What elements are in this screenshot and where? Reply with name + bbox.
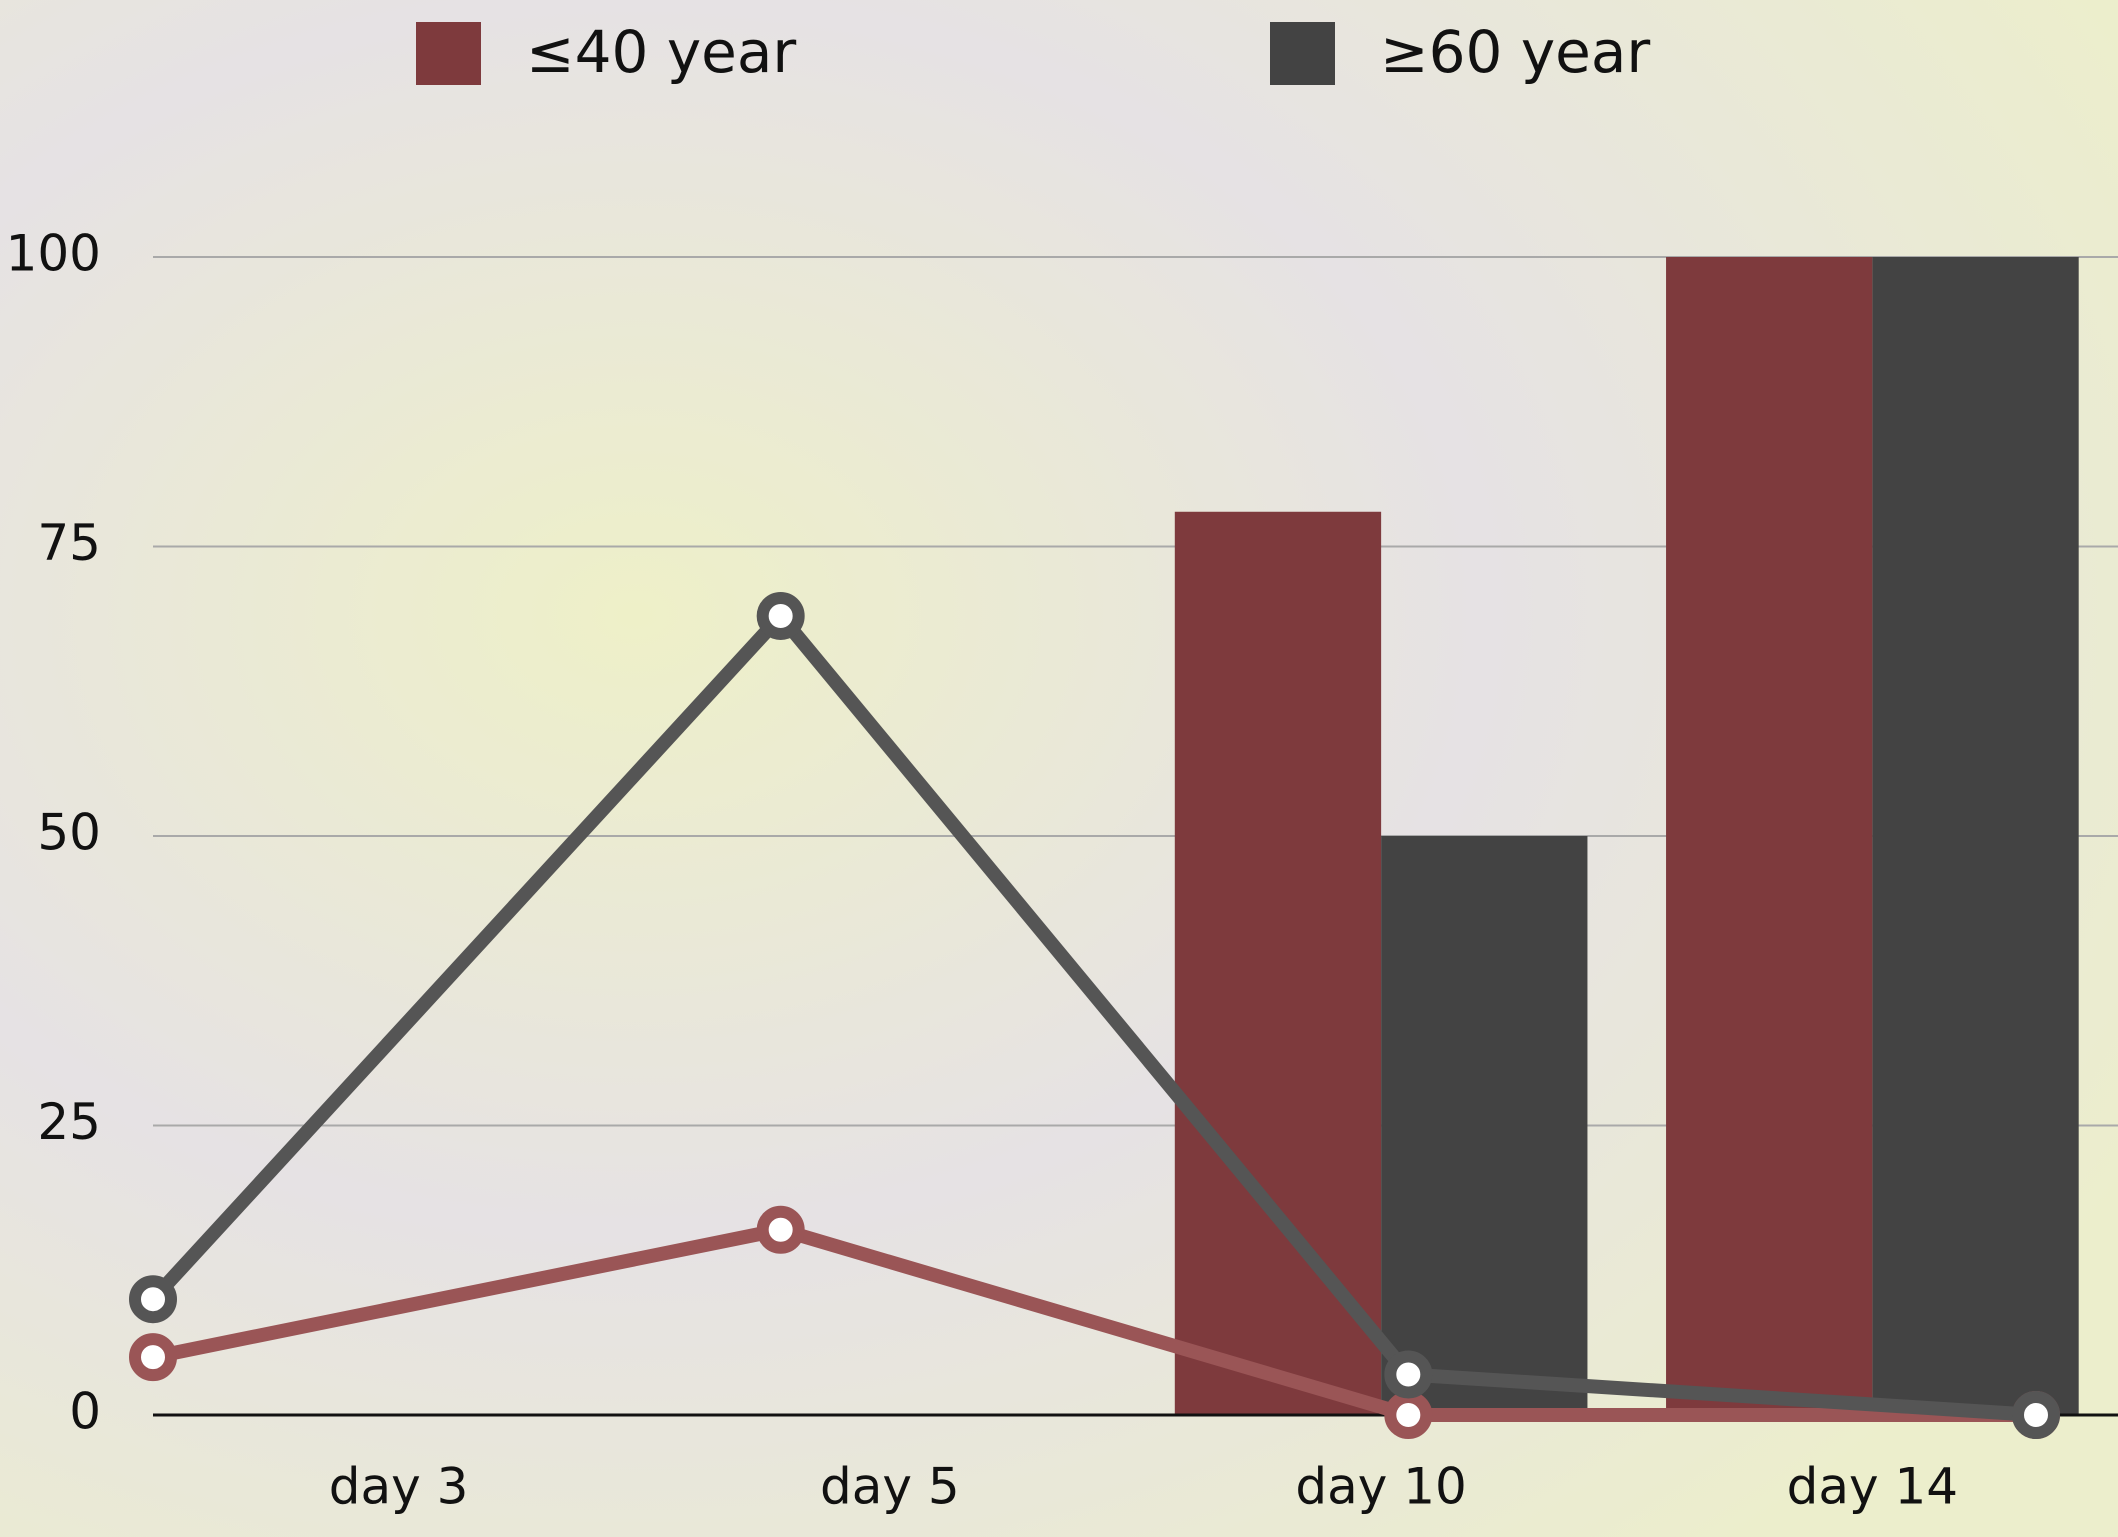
x-tick-label: day 14	[1787, 1458, 1958, 1516]
y-tick-label: 100	[6, 225, 101, 283]
line-marker	[1384, 1391, 1433, 1439]
x-tick-label: day 5	[820, 1458, 960, 1516]
y-tick-label: 0	[69, 1383, 101, 1441]
line-marker	[129, 1275, 177, 1324]
legend-label: ≥60 year	[1380, 18, 1650, 86]
bar	[1872, 257, 2079, 1415]
x-tick-label: day 3	[329, 1458, 469, 1516]
legend-swatch	[1270, 22, 1335, 85]
y-tick-label: 75	[37, 514, 101, 572]
line-series	[147, 608, 2037, 1422]
line-marker	[1384, 1350, 1433, 1399]
line-marker	[2012, 1391, 2060, 1439]
y-tick-label: 50	[37, 804, 101, 862]
line-series	[151, 1222, 2036, 1422]
line-marker	[129, 1333, 177, 1382]
line-marker	[756, 591, 805, 640]
bar	[1666, 257, 1873, 1415]
line-marker	[756, 1205, 805, 1254]
bar	[1381, 836, 1588, 1415]
legend-swatch	[416, 22, 481, 85]
bar	[1174, 511, 1382, 1415]
legend-label: ≤40 year	[526, 18, 796, 86]
y-tick-label: 25	[37, 1093, 101, 1151]
x-tick-label: day 10	[1295, 1458, 1466, 1516]
